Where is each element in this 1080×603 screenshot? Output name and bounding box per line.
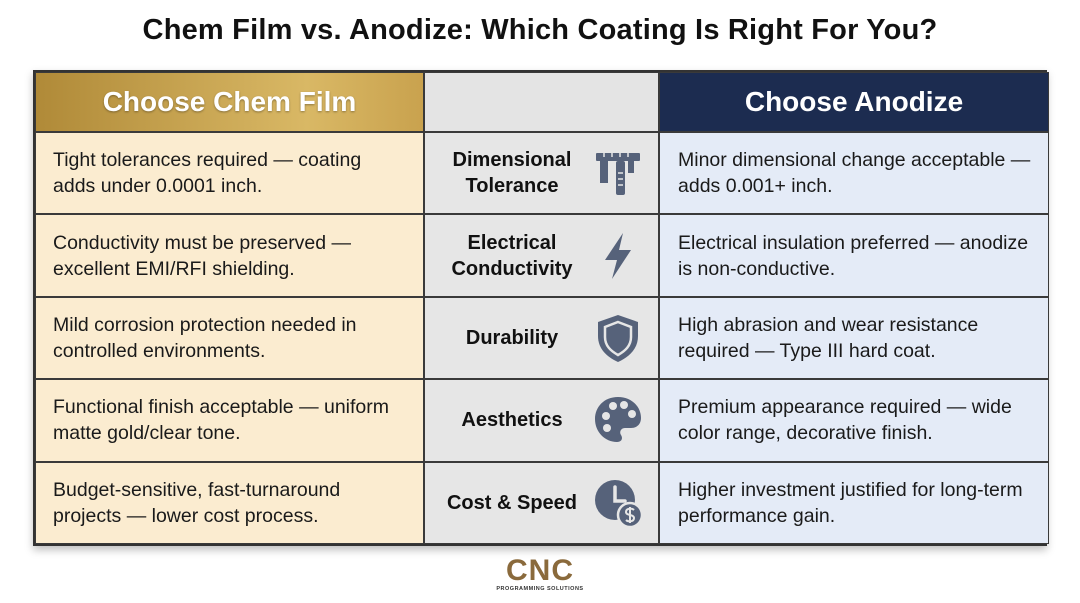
caliper-icon [596,153,640,196]
logo: CNC PROGRAMMING SOLUTIONS [0,554,1080,593]
lightning-icon [605,232,631,279]
criterion-cell: Electrical Conductivity [424,214,659,297]
chem-film-cell: Tight tolerances required — coating adds… [35,132,424,215]
left-header: Choose Chem Film [35,72,424,132]
criterion-cell: Cost & Speed [424,461,659,544]
anodize-cell: Electrical insulation preferred — anodiz… [659,214,1049,297]
logo-text: CNC [506,554,574,587]
criterion: Dimensional Tolerance [452,149,572,198]
chem-film-cell: Budget-sensitive, fast-turnaround projec… [35,461,424,544]
chem-film-cell: Mild corrosion protection needed in cont… [35,296,424,380]
shield-icon [598,314,638,362]
criterion: Electrical Conductivity [451,231,573,280]
anodize-cell: High abrasion and wear resistance requir… [659,296,1049,380]
criterion: Aesthetics [461,409,563,432]
chem-film-cell: Functional finish acceptable — uniform m… [35,379,424,462]
chem-film-cell: Conductivity must be preserved — excelle… [35,214,424,297]
clock-dollar-icon [595,479,644,529]
criterion-cell: Aesthetics [424,379,659,462]
anodize-cell: Premium appearance required — wide color… [659,379,1049,462]
criterion: Cost & Speed [446,491,578,514]
logo-subtext: PROGRAMMING SOLUTIONS [496,586,584,592]
anodize-cell: Higher investment justified for long-ter… [659,461,1049,544]
right-header: Choose Anodize [659,72,1049,132]
comparison-table: Choose Chem Film Choose Anodize Tight to… [33,70,1049,546]
anodize-cell: Minor dimensional change acceptable — ad… [659,132,1049,215]
criterion: Durability [465,326,559,349]
criterion-cell: Dimensional Tolerance [424,132,659,215]
title: Chem Film vs. Anodize: Which Coating Is … [142,14,938,46]
palette-icon [595,397,641,443]
criterion-cell: Durability [424,296,659,380]
middle-header [424,72,659,132]
